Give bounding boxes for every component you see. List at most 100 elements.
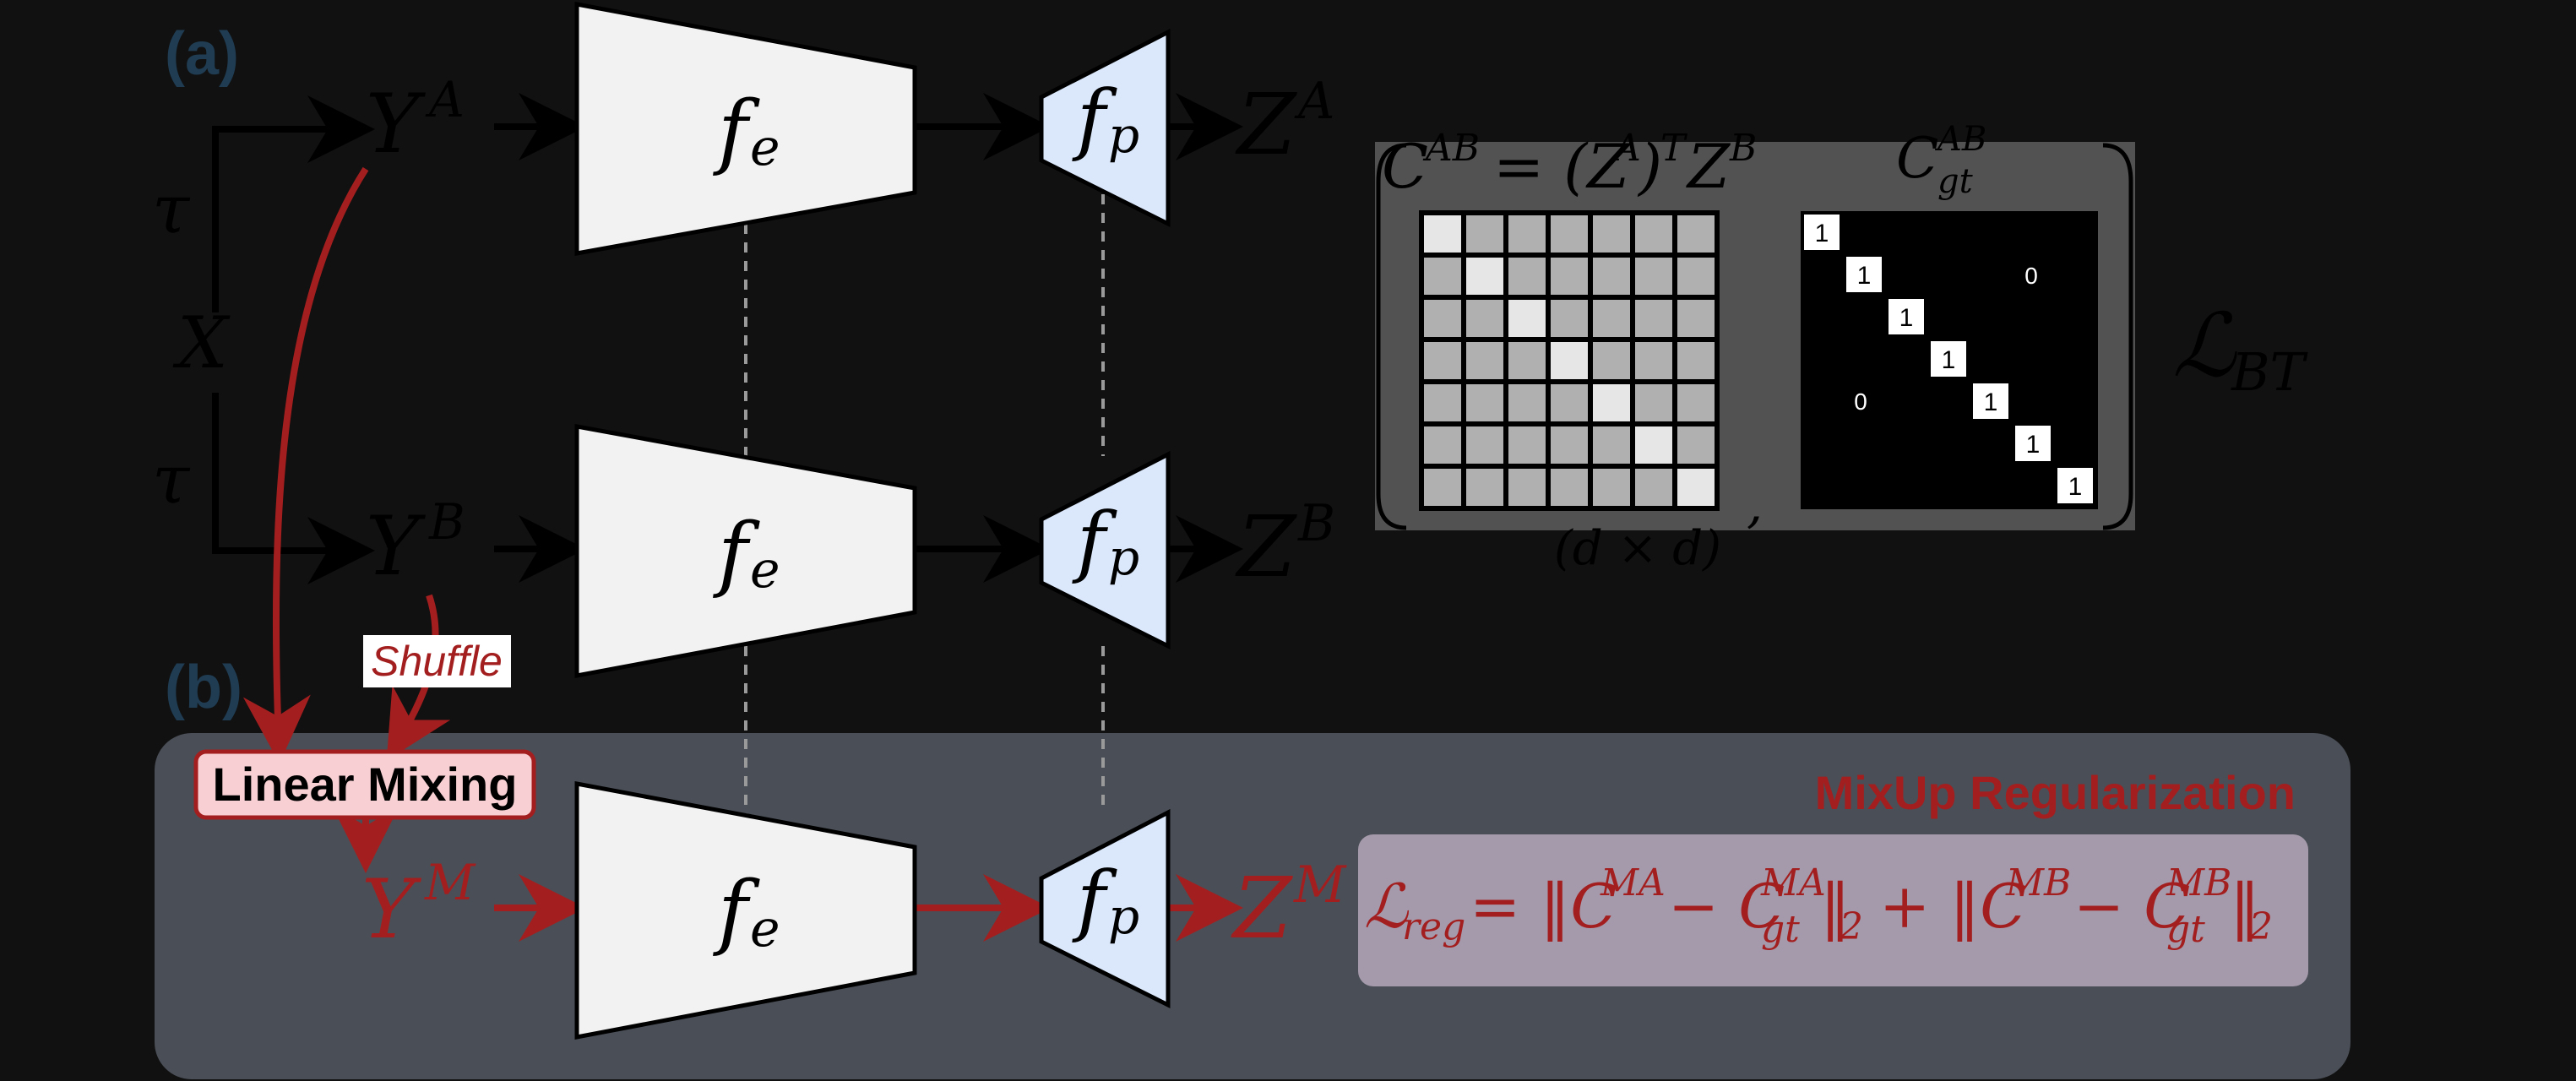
reg-s2-sub: gt [1761,908,1800,951]
correlation-cell [1551,426,1588,464]
identity-diag-cell [1804,215,1840,250]
loss-bt-base: ℒ [2172,294,2237,397]
projector-a: f p [1039,28,1171,228]
correlation-cell [1508,342,1546,379]
projector-a-sub: p [1108,106,1139,164]
projector-m-sub: p [1108,888,1139,945]
eq-rhs-mid: ) [1637,131,1662,202]
eq-rhs-z: Z [1686,131,1731,202]
reg-l-sub: reg [1402,905,1465,948]
correlation-cell [1635,300,1672,337]
linear-mixing-label: Linear Mixing [213,758,518,811]
reg-plus: + ‖C [1879,871,2026,942]
reg-s3: MB [2005,861,2071,904]
encoder-a-sub: e [750,118,780,177]
correlation-cell [1508,258,1546,295]
correlation-diag-cell [1551,342,1588,379]
identity-diag-cell [2015,426,2051,461]
correlation-cell [1551,384,1588,421]
tau-top: τ [152,170,191,248]
correlation-cell [1635,469,1672,506]
shuffle-tag [363,635,511,687]
ym-base: Y [361,862,422,957]
correlation-cell [1508,469,1546,506]
correlation-cell [1424,300,1461,337]
left-bracket [1376,143,1407,530]
correlation-cell [1424,258,1461,295]
identity-one-label: 1 [1942,346,1956,374]
identity-diag-cell [1846,257,1882,292]
identity-zero-label: 0 [1854,388,1867,415]
view-ym: Y M [361,854,476,957]
comma: , [1747,475,1763,535]
identity-diag-cell [2057,468,2093,503]
panel-b-label: (b) [165,654,242,721]
reg-minus2: − C [2073,871,2190,942]
output-zb: Z B [1235,494,1335,596]
encoder-m-sub: e [750,899,780,959]
identity-one-label: 1 [2026,431,2041,459]
identity-one-label: 1 [1857,262,1872,290]
correlation-cell [1508,215,1546,253]
identity-diag-cell [1931,341,1966,377]
correlation-cell [1677,258,1715,295]
projector-b-sub: p [1108,529,1139,586]
eq-rhs-t: T [1660,127,1688,170]
arrow-ya-mixing [242,166,369,763]
correlation-cell [1466,342,1503,379]
input-x: X [172,301,231,384]
encoder-m: f e [574,780,917,1040]
mixup-title: MixUp Regularization [1815,766,2296,819]
correlation-cell [1466,215,1503,253]
correlation-cell [1551,300,1588,337]
identity-diag-cell [1973,383,2008,419]
eq-c: C [1382,131,1428,202]
correlation-cell [1424,384,1461,421]
weight-sharing-lines [744,194,1105,815]
view-ya: Y A [366,71,465,171]
identity-one-label: 1 [2068,473,2083,501]
encoder-b-sub: e [750,540,780,600]
branch-top-arrow [212,95,375,312]
identity-one-label: 1 [1815,220,1829,247]
reg-norm1: ‖ [1820,871,1850,942]
reg-s4: MB [2166,861,2231,904]
reg-l: ℒ [1364,871,1410,942]
zm-base: Z [1231,859,1293,958]
eq-rhs-open: = (Z [1493,131,1631,202]
zb-base: Z [1235,497,1297,596]
reg-norm1-sub: 2 [1839,905,1863,948]
branch-bottom-arrow [212,393,375,584]
gt-base: C [1896,126,1939,191]
correlation-cell [1424,342,1461,379]
correlation-cell [1466,384,1503,421]
correlation-cell [1466,426,1503,464]
panel-a-label: (a) [165,20,239,88]
correlation-cell [1508,426,1546,464]
identity-one-label: 1 [1984,388,1998,416]
correlation-cell [1593,342,1630,379]
reg-loss-box [1358,834,2308,986]
ya-base: Y [366,77,427,171]
correlation-diag-cell [1508,300,1546,337]
ya-sup: A [425,71,465,128]
gt-sup: AB [1934,120,1986,159]
loss-bt-sub: BT [2231,341,2309,403]
correlation-matrix [1419,210,1720,511]
eq-c-sup: AB [1422,127,1480,170]
correlation-cell [1677,300,1715,337]
reg-loss-equation: ℒ reg = ‖C MA − C MA gt ‖ 2 + ‖C MB − C … [1364,861,2273,951]
reg-norm2-sub: 2 [2248,905,2273,948]
encoder-a: f e [574,1,917,256]
correlation-diag-cell [1635,426,1672,464]
eq-rhs-sup2: B [1729,127,1757,170]
encoder-b: f e [574,424,917,679]
matrix-dims: (d × d) [1554,521,1721,576]
correlation-cell [1424,426,1461,464]
reg-norm2: ‖ [2230,871,2260,942]
correlation-diag-cell [1593,384,1630,421]
correlation-cell [1593,469,1630,506]
correlation-cell [1635,384,1672,421]
output-zm: Z M [1231,856,1347,958]
